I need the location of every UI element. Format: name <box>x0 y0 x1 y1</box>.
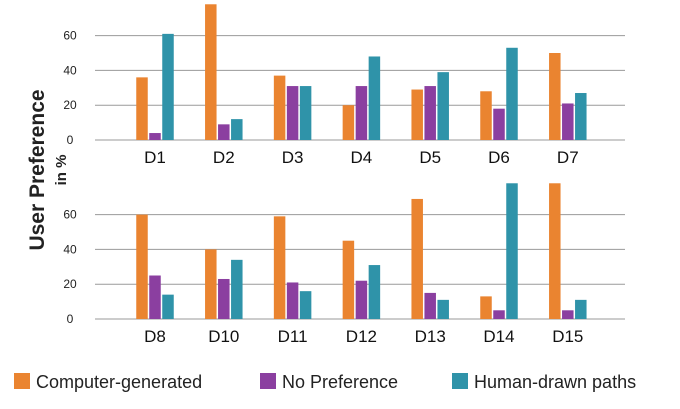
y-tick-label: 20 <box>63 277 77 291</box>
category-label: D8 <box>144 327 166 346</box>
category-label: D13 <box>415 327 446 346</box>
y-axis-label: User Preference <box>26 89 49 250</box>
bar-d4-computer-generated <box>342 105 355 140</box>
bar-d8-no-preference <box>149 275 161 319</box>
bar-d10-human-drawn-paths <box>231 259 243 319</box>
bar-d15-no-preference <box>562 310 574 319</box>
legend-swatch <box>260 373 276 389</box>
bar-d15-human-drawn-paths <box>575 299 587 319</box>
legend-label: No Preference <box>282 372 398 392</box>
y-tick-label: 60 <box>63 29 77 43</box>
y-tick-label: 60 <box>63 208 77 222</box>
bar-d10-no-preference <box>218 278 230 319</box>
legend-swatch <box>452 373 468 389</box>
bar-d6-human-drawn-paths <box>506 47 518 140</box>
bar-d6-computer-generated <box>480 91 492 140</box>
bar-d3-no-preference <box>286 86 299 140</box>
bar-d12-human-drawn-paths <box>368 265 381 319</box>
category-label: D5 <box>419 148 441 167</box>
legend-label: Computer-generated <box>36 372 202 392</box>
category-label: D3 <box>282 148 304 167</box>
bar-d15-computer-generated <box>549 183 561 319</box>
bar-d5-human-drawn-paths <box>437 72 449 140</box>
bottom-panel: 0 20 40 60 D8 D10 D11 D12 D13 D14 D15 <box>63 183 625 346</box>
top-panel: 0 20 40 60 D1 D2 D3 D4 D5 D6 D7 <box>63 4 625 167</box>
category-label: D10 <box>208 327 239 346</box>
bar-d10-computer-generated <box>205 249 217 319</box>
bar-d12-computer-generated <box>342 240 355 319</box>
bar-d7-computer-generated <box>549 53 561 140</box>
bar-d8-computer-generated <box>136 214 148 319</box>
bar-d14-computer-generated <box>480 296 492 319</box>
bar-d7-no-preference <box>562 103 574 140</box>
bar-d1-computer-generated <box>136 77 148 140</box>
bar-d11-computer-generated <box>273 216 286 319</box>
category-label: D14 <box>483 327 514 346</box>
category-label: D7 <box>557 148 579 167</box>
bar-d12-no-preference <box>355 280 368 319</box>
legend: Computer-generated No Preference Human-dra… <box>14 372 636 392</box>
bar-d11-human-drawn-paths <box>299 291 312 319</box>
bar-d3-human-drawn-paths <box>299 86 312 140</box>
bar-d2-computer-generated <box>205 4 217 141</box>
bar-d13-computer-generated <box>411 198 423 319</box>
bar-d14-no-preference <box>493 310 505 319</box>
category-label: D1 <box>144 148 166 167</box>
bar-d5-computer-generated <box>411 89 423 140</box>
y-tick-label: 40 <box>63 242 77 256</box>
bar-d14-human-drawn-paths <box>506 183 518 319</box>
bar-d13-no-preference <box>424 292 436 319</box>
category-label: D2 <box>213 148 235 167</box>
bar-d1-human-drawn-paths <box>162 33 174 140</box>
bar-d8-human-drawn-paths <box>162 294 174 319</box>
y-tick-label: 40 <box>63 63 77 77</box>
y-axis-label-unit: in % <box>53 155 70 186</box>
category-label: D11 <box>278 327 308 346</box>
legend-label: Human-drawn paths <box>474 372 636 392</box>
bar-d4-human-drawn-paths <box>368 56 381 141</box>
category-label: D6 <box>488 148 510 167</box>
bar-d4-no-preference <box>355 86 368 140</box>
bar-d2-human-drawn-paths <box>231 119 243 140</box>
bar-d1-no-preference <box>149 133 161 140</box>
bar-d13-human-drawn-paths <box>437 299 449 319</box>
category-label: D15 <box>552 327 583 346</box>
bar-d6-no-preference <box>493 108 505 140</box>
bar-d11-no-preference <box>286 282 299 319</box>
bar-d7-human-drawn-paths <box>575 93 587 140</box>
bar-d2-no-preference <box>218 124 230 140</box>
category-label: D12 <box>346 327 377 346</box>
y-tick-label: 0 <box>67 312 74 326</box>
bar-d5-no-preference <box>424 86 436 140</box>
legend-swatch <box>14 373 30 389</box>
bar-d3-computer-generated <box>273 75 286 140</box>
y-tick-label: 20 <box>63 98 77 112</box>
y-tick-label: 0 <box>67 133 74 147</box>
category-label: D4 <box>351 148 373 167</box>
